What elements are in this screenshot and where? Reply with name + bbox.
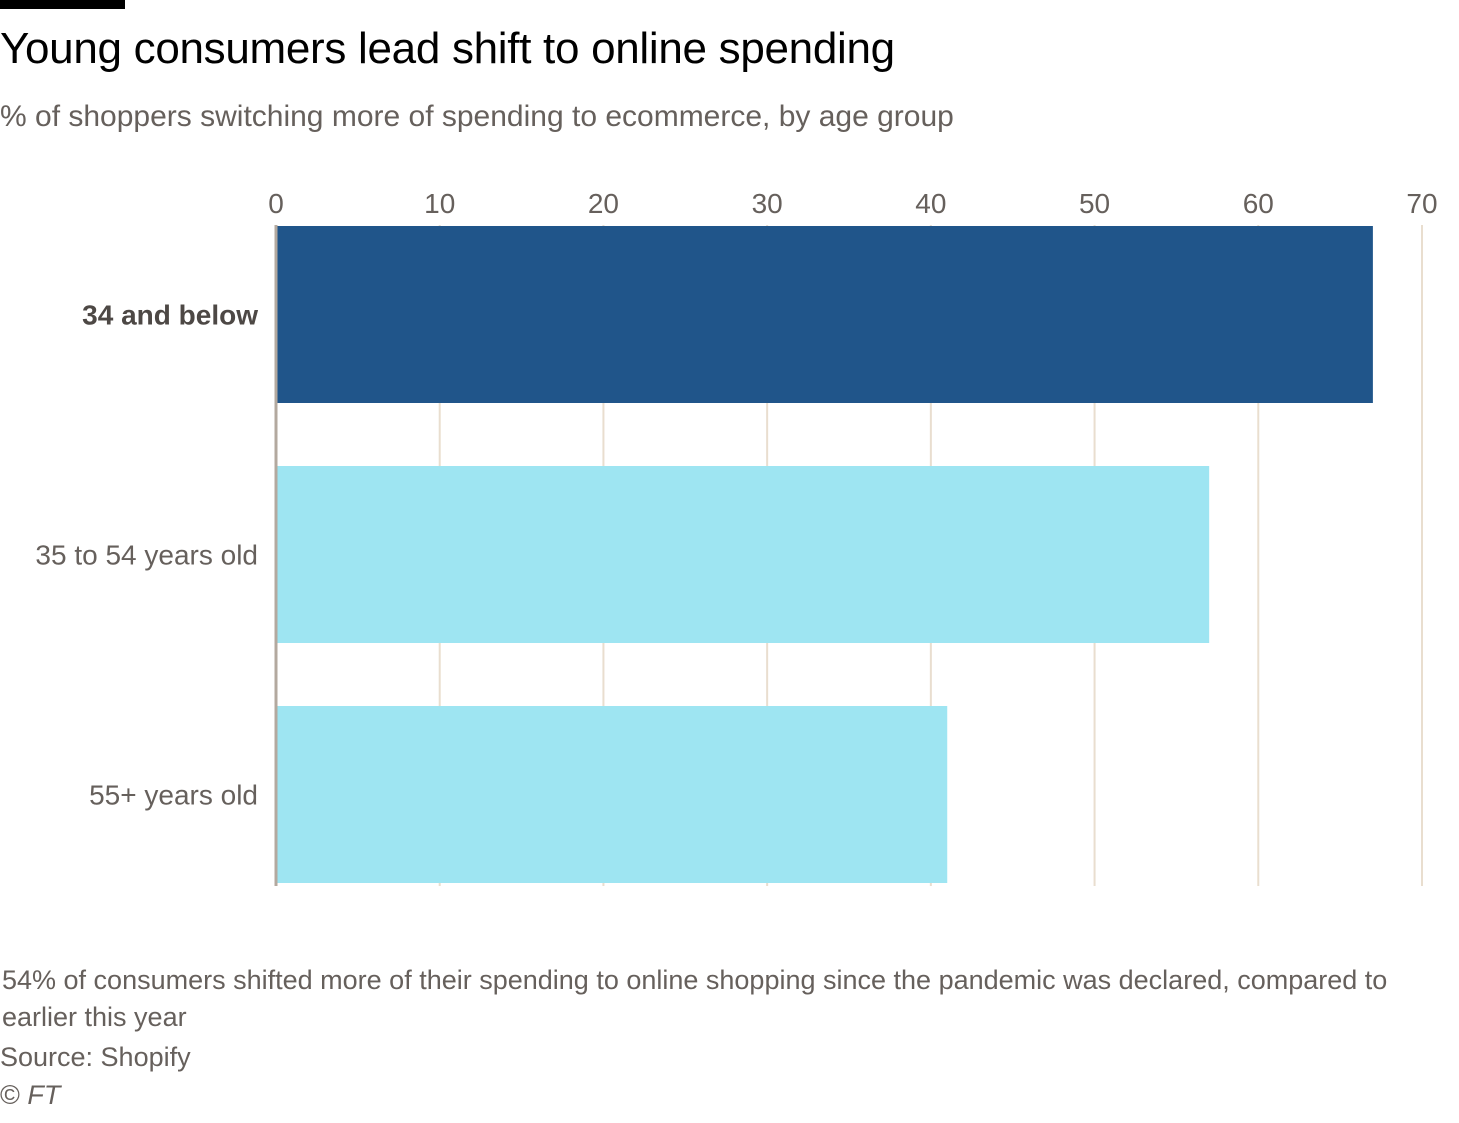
category-label-2: 35 to 54 years old — [35, 540, 258, 571]
source-note: Source: Shopify — [0, 1042, 191, 1072]
category-label-3: 55+ years old — [89, 780, 258, 811]
tick-label-20: 20 — [588, 188, 619, 219]
top-rule — [0, 0, 125, 9]
chart-subtitle: % of shoppers switching more of spending… — [0, 100, 954, 133]
copyright: © FT — [0, 1080, 60, 1111]
copyright-brand: FT — [27, 1080, 61, 1110]
category-labels: 34 and below 35 to 54 years old 55+ years … — [35, 300, 258, 811]
tick-label-70: 70 — [1406, 188, 1437, 219]
bars — [276, 226, 1373, 883]
copyright-symbol: © — [0, 1080, 20, 1110]
x-axis-ticks: 0 10 20 30 40 50 60 70 — [268, 188, 1437, 219]
footnote: 54% of consumers shifted more of their s… — [2, 965, 1388, 1032]
bar-3 — [276, 706, 948, 883]
bar-chart: 0 10 20 30 40 50 60 70 34 and below 35 to 54 yea… — [35, 188, 1438, 886]
tick-label-50: 50 — [1079, 188, 1110, 219]
tick-label-10: 10 — [424, 188, 455, 219]
tick-label-0: 0 — [268, 188, 284, 219]
tick-label-60: 60 — [1243, 188, 1274, 219]
category-label-1: 34 and below — [82, 300, 258, 331]
bar-2 — [276, 466, 1210, 643]
tick-label-40: 40 — [915, 188, 946, 219]
chart-title: Young consumers lead shift to online spe… — [0, 24, 895, 73]
tick-label-30: 30 — [752, 188, 783, 219]
bar-1 — [276, 226, 1373, 403]
